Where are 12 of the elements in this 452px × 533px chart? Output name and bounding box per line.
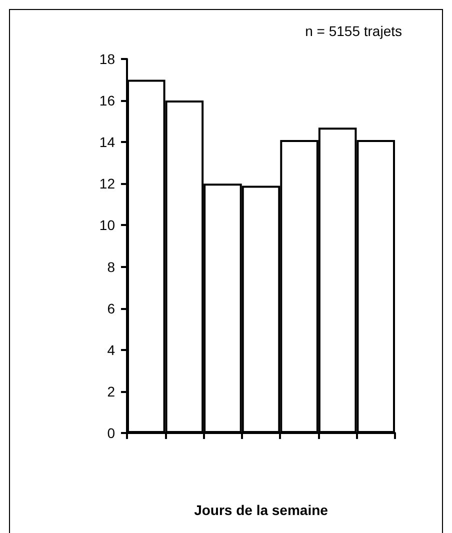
y-tick-label: 10 xyxy=(99,217,116,234)
y-tick-label: 18 xyxy=(99,51,116,67)
y-tick-label: 2 xyxy=(107,383,116,400)
x-axis-title: Jours de la semaine xyxy=(194,502,328,518)
y-tick-label: 12 xyxy=(99,176,116,192)
y-tick-label: 0 xyxy=(107,425,116,441)
y-tick-label: 4 xyxy=(107,342,116,358)
y-tick-label: 16 xyxy=(99,92,116,109)
y-tick-label: 8 xyxy=(107,258,116,275)
y-tick-label: 14 xyxy=(99,134,116,150)
text: n = 5155 trajets xyxy=(305,23,402,39)
y-tick-label: 6 xyxy=(107,300,116,316)
